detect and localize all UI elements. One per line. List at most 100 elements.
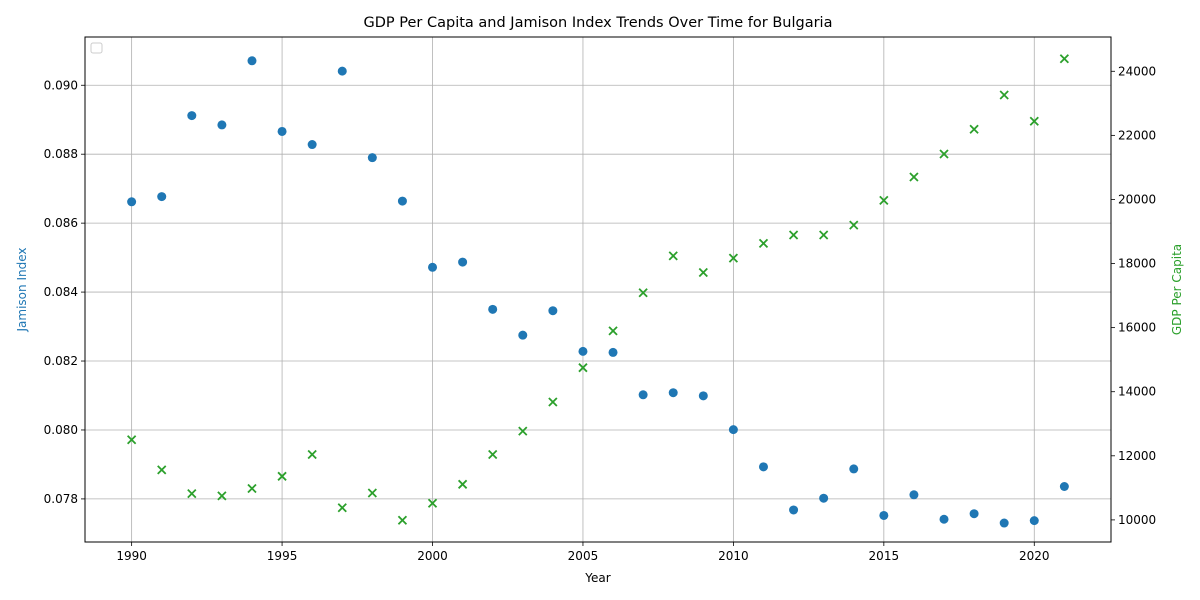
gdp-point: [187, 488, 197, 499]
jamison-point: [367, 153, 377, 163]
gdp-point: [638, 288, 648, 298]
gdp-point: [337, 503, 347, 513]
jamison-point: [247, 56, 257, 66]
jamison-point: [488, 304, 498, 314]
gdp-point: [488, 449, 498, 460]
jamison-point: [157, 192, 167, 202]
x-tick-label: 2010: [718, 549, 749, 563]
jamison-point: [999, 518, 1009, 528]
jamison-point: [1029, 516, 1039, 526]
jamison-point: [939, 514, 949, 524]
right-tick-label: 18000: [1118, 257, 1156, 271]
x-axis-ticks: 1990 1995 2000 2005 2010 2015 2020: [116, 542, 1050, 563]
gdp-point: [1029, 116, 1039, 126]
gdp-point: [608, 326, 618, 336]
jamison-point: [969, 509, 979, 519]
right-tick-label: 20000: [1118, 192, 1156, 206]
x-tick-label: 1995: [267, 549, 298, 563]
jamison-point: [849, 464, 859, 474]
gdp-point: [578, 363, 588, 373]
gdp-point: [668, 251, 678, 261]
gdp-point: [939, 149, 949, 159]
gdp-point: [217, 491, 227, 501]
gdp-point: [909, 172, 919, 182]
gdp-point: [307, 449, 317, 460]
right-tick-label: 12000: [1118, 449, 1156, 463]
gdp-point: [819, 230, 829, 240]
gdp-point: [999, 90, 1009, 100]
jamison-point: [789, 505, 799, 515]
gdp-point: [698, 267, 708, 278]
gdp-point: [548, 397, 558, 407]
chart-title: GDP Per Capita and Jamison Index Trends …: [364, 15, 833, 31]
jamison-point: [307, 140, 317, 150]
x-tick-label: 1990: [116, 549, 147, 563]
left-tick-label: 0.080: [44, 423, 78, 437]
gdp-point: [758, 238, 769, 248]
right-axis-ticks: 10000 12000 14000 16000 18000 20000 22000 24000: [1111, 64, 1156, 527]
jamison-point: [548, 306, 558, 316]
x-tick-label: 2000: [417, 549, 448, 563]
jamison-point: [127, 197, 137, 207]
left-axis-ticks: 0.078 0.080 0.082 0.084 0.086 0.088 0.090: [44, 78, 85, 506]
jamison-point: [668, 388, 678, 398]
gdp-series: [126, 54, 1070, 525]
jamison-point: [217, 120, 227, 130]
gdp-point: [457, 479, 468, 489]
jamison-point: [578, 346, 588, 356]
left-tick-label: 0.082: [44, 354, 78, 368]
jamison-point: [397, 196, 407, 206]
right-tick-label: 16000: [1118, 321, 1156, 335]
gdp-point: [518, 426, 528, 436]
left-axis-label: Jamison Index: [15, 248, 29, 333]
gdp-point: [1059, 54, 1070, 64]
jamison-point: [187, 111, 197, 121]
plot-frame: [84, 36, 1112, 543]
right-tick-label: 22000: [1118, 128, 1156, 142]
right-tick-label: 24000: [1118, 64, 1156, 78]
gdp-point: [427, 498, 438, 508]
jamison-point: [698, 391, 708, 401]
x-tick-label: 2015: [869, 549, 900, 563]
gdp-point: [367, 488, 377, 498]
jamison-point: [337, 66, 347, 76]
gdp-point: [728, 253, 739, 263]
left-tick-label: 0.088: [44, 147, 78, 161]
gdp-point: [397, 515, 408, 525]
left-tick-label: 0.084: [44, 285, 78, 299]
right-tick-label: 10000: [1118, 513, 1156, 527]
grid-lines: [85, 37, 1111, 542]
jamison-point: [879, 510, 889, 520]
legend-box: [90, 42, 103, 54]
right-tick-label: 14000: [1118, 385, 1156, 399]
gdp-point: [879, 195, 889, 206]
gdp-point: [247, 483, 257, 494]
jamison-point: [758, 462, 768, 472]
x-tick-label: 2020: [1019, 549, 1050, 563]
jamison-series: [127, 56, 1069, 528]
jamison-point: [428, 262, 438, 272]
gdp-point: [277, 471, 287, 481]
gdp-point: [157, 465, 167, 475]
right-axis-label: GDP Per Capita: [1170, 244, 1184, 335]
jamison-point: [638, 390, 648, 400]
gdp-point: [849, 220, 859, 230]
jamison-point: [1059, 482, 1069, 492]
jamison-point: [909, 490, 919, 500]
x-tick-label: 2005: [568, 549, 599, 563]
gdp-point: [126, 435, 137, 445]
jamison-point: [518, 330, 528, 340]
gdp-point: [969, 124, 979, 134]
x-axis-label: Year: [584, 571, 610, 585]
gdp-point: [788, 230, 799, 240]
left-tick-label: 0.086: [44, 216, 78, 230]
jamison-point: [608, 347, 618, 357]
jamison-point: [277, 126, 287, 136]
left-tick-label: 0.090: [44, 78, 78, 92]
jamison-point: [728, 425, 738, 435]
jamison-point: [458, 257, 468, 267]
jamison-point: [819, 493, 829, 503]
left-tick-label: 0.078: [44, 492, 78, 506]
